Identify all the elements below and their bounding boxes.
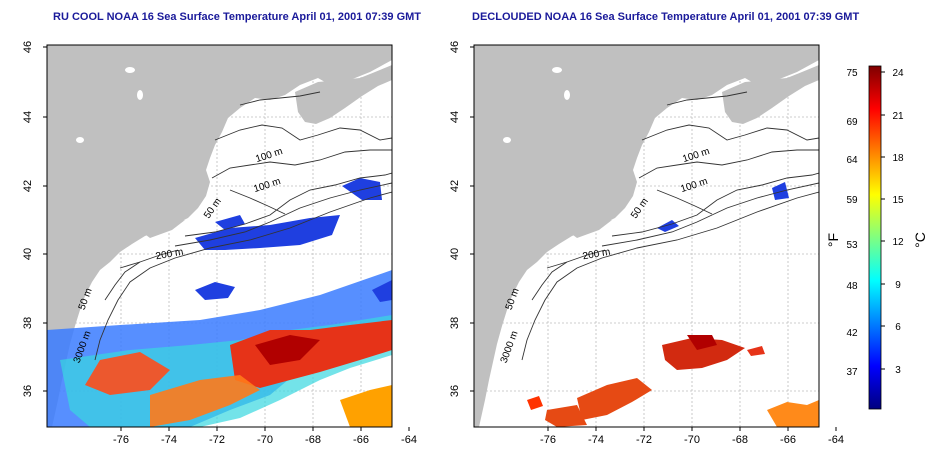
colorbar-f-tick: 59 bbox=[846, 195, 858, 206]
colorbar-f-tick: 37 bbox=[846, 367, 858, 378]
colorbar-c-tick: 12 bbox=[892, 237, 904, 248]
y-tick-label: 42 bbox=[22, 180, 34, 192]
y-tick-label: 42 bbox=[449, 180, 461, 192]
x-tick-label: -64 bbox=[828, 434, 844, 446]
right-nova-scotia bbox=[722, 65, 819, 124]
x-tick-label: -68 bbox=[732, 434, 748, 446]
y-tick-label: 40 bbox=[449, 248, 461, 260]
left-bathymetry-contours bbox=[94, 91, 392, 361]
colorbar-c-tick: 9 bbox=[895, 280, 901, 291]
x-tick-label: -72 bbox=[209, 434, 225, 446]
x-tick-label: -74 bbox=[588, 434, 604, 446]
colorbar-c-tick: 3 bbox=[895, 365, 901, 376]
colorbar-ticks: 75 69 64 59 53 48 42 37 24 21 18 15 12 9 6 3 bbox=[846, 68, 904, 378]
x-tick-label: -68 bbox=[305, 434, 321, 446]
colorbar-f-tick: 69 bbox=[846, 117, 858, 128]
colorbar-c-tick: 24 bbox=[892, 68, 904, 79]
x-tick-label: -76 bbox=[540, 434, 556, 446]
colorbar-f-tick: 75 bbox=[846, 68, 858, 79]
contour-label: 200 m bbox=[155, 247, 184, 263]
colorbar-c-tick: 6 bbox=[895, 322, 901, 333]
x-tick-label: -74 bbox=[161, 434, 177, 446]
colorbar-c-tick: 15 bbox=[892, 195, 904, 206]
y-tick-label: 44 bbox=[22, 111, 34, 123]
colorbar-unit-fahrenheit: °F bbox=[825, 233, 841, 247]
colorbar-f-tick: 42 bbox=[846, 328, 858, 339]
right-axis-ticks: -76 -74 -72 -70 -68 -66 -64 46 44 42 40 38 36 bbox=[449, 41, 844, 446]
y-tick-label: 38 bbox=[22, 317, 34, 329]
y-tick-label: 36 bbox=[449, 385, 461, 397]
contour-label: 200 m bbox=[582, 247, 611, 263]
x-tick-label: -70 bbox=[257, 434, 273, 446]
y-tick-label: 46 bbox=[449, 41, 461, 53]
colorbar-f-tick: 53 bbox=[846, 240, 858, 251]
y-tick-label: 44 bbox=[449, 111, 461, 123]
y-tick-label: 38 bbox=[449, 317, 461, 329]
colorbar-gradient bbox=[868, 65, 882, 410]
colorbar-f-tick: 48 bbox=[846, 281, 858, 292]
left-axis-ticks: -76 -74 -72 -70 -68 -66 -64 46 44 42 40 38 36 bbox=[22, 41, 417, 446]
left-panel-title: RU COOL NOAA 16 Sea Surface Temperature … bbox=[53, 11, 422, 23]
x-tick-label: -66 bbox=[353, 434, 369, 446]
y-tick-label: 40 bbox=[22, 248, 34, 260]
right-land-mass bbox=[474, 45, 819, 427]
right-panel-title: DECLOUDED NOAA 16 Sea Surface Temperatur… bbox=[472, 11, 860, 23]
colorbar-c-tick: 18 bbox=[892, 153, 904, 164]
left-sst-data bbox=[47, 178, 392, 427]
left-long-island bbox=[142, 220, 185, 238]
x-tick-label: -66 bbox=[780, 434, 796, 446]
colorbar-c-tick: 21 bbox=[892, 111, 904, 122]
y-tick-label: 46 bbox=[22, 41, 34, 53]
x-tick-label: -70 bbox=[684, 434, 700, 446]
x-tick-label: -72 bbox=[636, 434, 652, 446]
x-tick-label: -64 bbox=[401, 434, 417, 446]
right-long-island bbox=[569, 220, 612, 238]
colorbar-f-tick: 64 bbox=[846, 155, 858, 166]
y-tick-label: 36 bbox=[22, 385, 34, 397]
colorbar-unit-celsius: °C bbox=[912, 232, 928, 248]
right-map-border bbox=[473, 44, 820, 428]
left-nova-scotia bbox=[295, 65, 392, 124]
right-sst-data bbox=[527, 182, 819, 427]
left-map-border bbox=[46, 44, 393, 428]
left-land-mass bbox=[47, 45, 392, 427]
colorbar: 75 69 64 59 53 48 42 37 24 21 18 15 12 9 6 3 °F °C bbox=[825, 65, 928, 410]
x-tick-label: -76 bbox=[113, 434, 129, 446]
right-bathymetry-contours bbox=[521, 91, 819, 361]
